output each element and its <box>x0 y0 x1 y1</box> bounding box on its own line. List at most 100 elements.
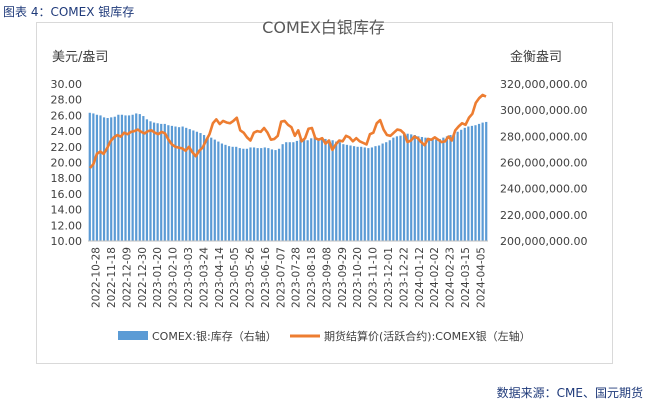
inventory-bar <box>392 137 395 241</box>
inventory-bar <box>138 114 141 241</box>
inventory-bar <box>363 147 366 241</box>
inventory-bar <box>167 125 170 241</box>
inventory-bar <box>249 147 252 241</box>
inventory-bar <box>88 112 91 241</box>
inventory-bar <box>102 117 106 241</box>
inventory-bar <box>288 142 291 241</box>
inventory-bar <box>285 142 288 241</box>
inventory-bar <box>177 127 181 241</box>
inventory-bar <box>427 138 431 241</box>
inventory-bar <box>113 116 116 241</box>
x-axis-tick-label: 2022-10-28 <box>91 247 103 308</box>
x-axis-tick-label: 2024-02-02 <box>429 247 441 308</box>
inventory-bar <box>142 116 145 241</box>
inventory-bar <box>242 148 245 241</box>
left-axis-tick-label: 14.00 <box>51 204 83 217</box>
inventory-bar <box>367 148 370 241</box>
left-axis-tick-label: 28.00 <box>51 94 83 107</box>
inventory-bar <box>149 121 152 241</box>
inventory-bar <box>342 144 345 241</box>
inventory-bar <box>424 137 427 241</box>
inventory-bar <box>235 146 238 241</box>
inventory-bar <box>306 140 309 241</box>
inventory-bar <box>267 148 270 241</box>
right-axis-unit-label: 金衡盎司 <box>510 50 563 65</box>
inventory-bar <box>467 126 470 241</box>
inventory-bar <box>220 143 224 241</box>
x-axis-tick-label: 2023-07-28 <box>291 247 303 308</box>
inventory-bar <box>227 146 231 241</box>
inventory-bar <box>320 138 324 241</box>
x-axis-tick-label: 2022-12-30 <box>137 247 149 308</box>
x-axis-tick-label: 2023-12-22 <box>398 247 410 308</box>
inventory-bar <box>274 150 277 241</box>
right-axis-tick-label: 280,000,000.00 <box>500 130 587 143</box>
inventory-bar <box>152 122 156 241</box>
inventory-bar <box>92 113 95 241</box>
inventory-bar <box>385 142 388 241</box>
inventory-bar <box>199 133 202 241</box>
right-axis-tick-label: 260,000,000.00 <box>500 157 587 170</box>
inventory-bar <box>210 137 213 241</box>
inventory-bar <box>331 140 334 241</box>
inventory-bar <box>135 113 138 241</box>
x-axis-tick-label: 2023-11-10 <box>368 247 380 308</box>
inventory-bar <box>463 127 466 241</box>
inventory-bar <box>192 130 195 241</box>
inventory-bar <box>388 140 391 241</box>
x-axis-tick-label: 2023-10-20 <box>352 247 364 308</box>
right-axis-tick-label: 300,000,000.00 <box>500 104 587 117</box>
inventory-bar <box>374 146 377 241</box>
inventory-bar <box>470 125 474 241</box>
x-axis-tick-label: 2023-04-14 <box>214 247 226 308</box>
inventory-bar <box>442 137 445 241</box>
x-axis-tick-label: 2023-09-08 <box>321 247 333 308</box>
inventory-bar <box>170 125 174 241</box>
figure-caption: 图表 4：COMEX 银库存 <box>3 5 135 19</box>
inventory-bar <box>202 135 206 241</box>
x-axis-tick-label: 2023-02-10 <box>168 247 180 308</box>
inventory-bar <box>377 145 381 241</box>
right-axis-tick-label: 200,000,000.00 <box>500 235 587 248</box>
inventory-bar <box>313 136 316 241</box>
inventory-bar <box>345 144 349 241</box>
inventory-bar <box>131 114 134 241</box>
inventory-bar <box>195 131 199 241</box>
inventory-bar <box>370 147 374 241</box>
inventory-bar <box>124 115 127 241</box>
inventory-bar <box>477 123 481 241</box>
inventory-bar <box>352 146 356 241</box>
inventory-bar <box>485 121 488 241</box>
inventory-bar <box>95 114 99 241</box>
inventory-bar <box>145 119 149 241</box>
inventory-bar <box>324 138 327 241</box>
x-axis-tick-label: 2022-12-09 <box>121 247 133 308</box>
right-axis-tick-label: 240,000,000.00 <box>500 183 587 196</box>
x-axis-tick-label: 2023-12-01 <box>383 247 395 308</box>
right-axis-tick-label: 220,000,000.00 <box>500 209 587 222</box>
legend-line-label: 期货结算价(活跃合约):COMEX银（左轴） <box>324 329 531 343</box>
inventory-bar <box>460 129 463 241</box>
legend-bar-label: COMEX:银:库存（右轴） <box>152 329 277 343</box>
inventory-bar <box>335 141 338 241</box>
silver-price-line <box>89 93 487 169</box>
x-axis-tick-label: 2024-04-05 <box>475 247 487 308</box>
inventory-bar <box>224 144 227 241</box>
inventory-bar <box>99 115 102 241</box>
x-axis-tick-label: 2023-08-18 <box>306 247 318 308</box>
x-axis-tick-label: 2023-05-05 <box>229 247 241 308</box>
x-axis-tick-label: 2023-06-16 <box>260 247 272 308</box>
inventory-bar <box>445 136 449 241</box>
left-axis-tick-label: 20.00 <box>51 157 83 170</box>
inventory-bar <box>120 114 124 241</box>
inventory-bar <box>420 136 424 241</box>
inventory-bar <box>263 147 266 241</box>
x-axis-tick-label: 2023-07-07 <box>275 247 287 308</box>
x-axis-tick-label: 2024-03-15 <box>460 247 472 308</box>
x-axis-tick-label: 2024-02-23 <box>445 247 457 308</box>
inventory-bar <box>317 138 320 241</box>
inventory-bar <box>381 143 384 241</box>
inventory-bar <box>435 139 438 241</box>
inventory-bar <box>399 135 402 241</box>
